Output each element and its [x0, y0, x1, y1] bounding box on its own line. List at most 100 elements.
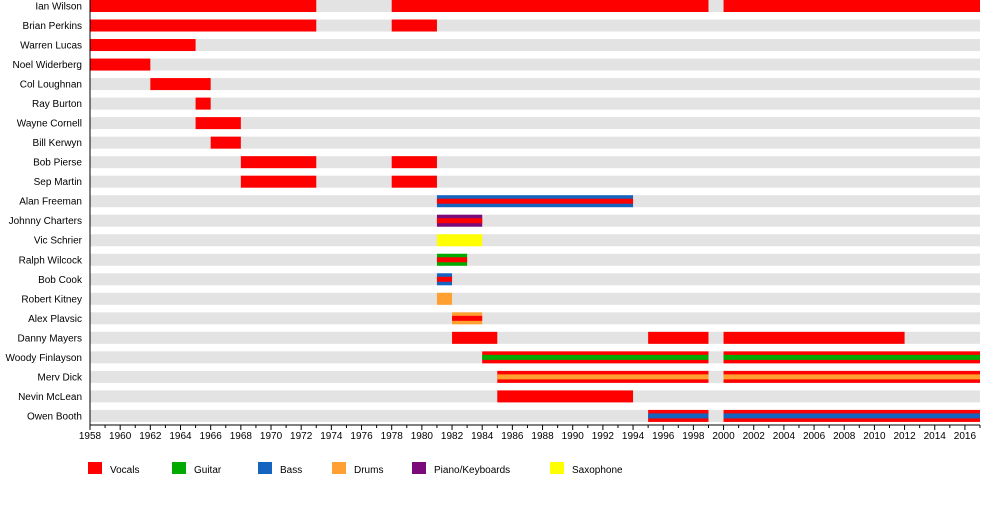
x-tick-label: 1990: [562, 431, 585, 442]
member-name: Warren Lucas: [20, 41, 82, 52]
member-bar: [240, 156, 317, 169]
member-name: Wayne Cornell: [17, 119, 82, 130]
member-name: Noel Widerberg: [13, 60, 82, 71]
member-track: [90, 156, 980, 169]
x-tick-label: 1996: [652, 431, 675, 442]
x-tick-label: 2000: [712, 431, 735, 442]
legend-swatch-saxophone: [550, 462, 564, 474]
legend-swatch-vocals: [88, 462, 102, 474]
legend-swatch-piano-keyboards: [412, 462, 426, 474]
legend-swatch-guitar: [172, 462, 186, 474]
member-bar-secondary-role: [497, 374, 709, 380]
member-name: Alan Freeman: [19, 197, 82, 208]
member-track: [90, 117, 980, 130]
x-tick-label: 2012: [893, 431, 916, 442]
member-bar: [210, 136, 241, 149]
x-tick-label: 1962: [139, 431, 162, 442]
member-name: Woody Finlayson: [5, 353, 82, 364]
member-name: Robert Kitney: [21, 294, 82, 305]
member-name: Danny Mayers: [18, 333, 82, 344]
x-tick-label: 1994: [622, 431, 645, 442]
x-tick-label: 1966: [200, 431, 223, 442]
legend-label: Saxophone: [572, 465, 623, 476]
legend-swatch-bass: [258, 462, 272, 474]
member-track: [90, 234, 980, 247]
member-bar: [391, 0, 709, 12]
member-bar: [391, 19, 437, 32]
member-bar-secondary-role: [436, 276, 453, 282]
member-bar: [195, 117, 241, 130]
x-tick-label: 1974: [320, 431, 343, 442]
member-name: Merv Dick: [38, 372, 83, 383]
x-tick-label: 1958: [79, 431, 102, 442]
member-name: Ralph Wilcock: [19, 255, 83, 266]
member-track: [90, 214, 980, 227]
member-bar: [150, 78, 211, 91]
x-tick-label: 1986: [501, 431, 524, 442]
member-name: Ian Wilson: [35, 2, 82, 13]
x-tick-label: 2002: [743, 431, 766, 442]
member-bar: [391, 175, 437, 188]
member-track: [90, 273, 980, 286]
x-tick-label: 2006: [803, 431, 826, 442]
member-bar-secondary-role: [648, 413, 709, 419]
member-bar: [90, 58, 151, 71]
member-bar: [90, 39, 196, 52]
member-name: Vic Schrier: [34, 236, 83, 247]
legend-label: Piano/Keyboards: [434, 465, 510, 476]
legend-label: Guitar: [194, 465, 222, 476]
member-bar: [436, 292, 453, 305]
member-name: Alex Plavsic: [28, 314, 82, 325]
member-name: Ray Burton: [32, 99, 82, 110]
legend-label: Drums: [354, 465, 383, 476]
member-bar: [240, 175, 317, 188]
member-name: Bill Kerwyn: [33, 138, 82, 149]
member-name: Sep Martin: [34, 177, 82, 188]
member-bar: [648, 331, 709, 344]
x-tick-label: 1982: [441, 431, 464, 442]
legend-label: Bass: [280, 465, 302, 476]
legend-label: Vocals: [110, 465, 139, 476]
x-tick-label: 1976: [350, 431, 373, 442]
x-tick-label: 1978: [381, 431, 404, 442]
member-bar-secondary-role: [482, 354, 709, 360]
member-bar: [452, 331, 498, 344]
x-tick-label: 2014: [924, 431, 947, 442]
member-bar: [90, 0, 317, 12]
member-name: Bob Cook: [38, 275, 83, 286]
x-tick-label: 1998: [682, 431, 705, 442]
member-bar-secondary-role: [436, 218, 483, 224]
member-bar: [723, 331, 905, 344]
member-track: [90, 39, 980, 52]
x-tick-label: 1988: [531, 431, 554, 442]
x-tick-label: 1964: [169, 431, 192, 442]
member-bar-secondary-role: [723, 413, 980, 419]
member-bar-secondary-role: [452, 315, 483, 321]
legend-swatch-drums: [332, 462, 346, 474]
member-bar: [723, 0, 980, 12]
x-tick-label: 1980: [411, 431, 434, 442]
member-name: Bob Pierse: [33, 158, 82, 169]
member-track: [90, 292, 980, 305]
x-tick-label: 2004: [773, 431, 796, 442]
member-track: [90, 97, 980, 110]
member-bar: [90, 19, 317, 32]
x-tick-label: 2010: [863, 431, 886, 442]
member-bar: [195, 97, 211, 110]
member-bar: [497, 390, 634, 403]
member-track: [90, 253, 980, 266]
x-tick-label: 2016: [954, 431, 977, 442]
member-name: Johnny Charters: [9, 216, 82, 227]
x-tick-label: 1960: [109, 431, 132, 442]
member-track: [90, 175, 980, 188]
member-bar-secondary-role: [723, 374, 980, 380]
member-name: Col Loughnan: [20, 80, 82, 91]
member-bar: [391, 156, 437, 169]
member-bar-secondary-role: [436, 257, 468, 263]
member-bar: [436, 234, 483, 247]
x-tick-label: 1992: [592, 431, 615, 442]
member-name: Nevin McLean: [18, 392, 82, 403]
member-bar-secondary-role: [436, 198, 634, 204]
x-tick-label: 1970: [260, 431, 283, 442]
